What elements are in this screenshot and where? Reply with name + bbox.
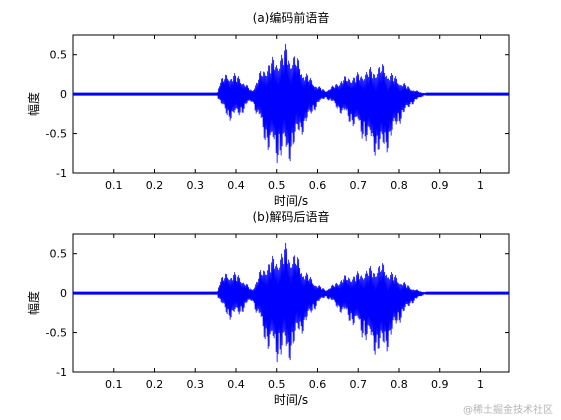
subplot-a: (a)编码前语音 0.1 0.2 0.3 0.4 0.5 0.6 0.7 0.8 0.9 1 -1 -0… <box>26 10 510 208</box>
x-axis-label: 时间/s <box>274 194 308 208</box>
y-tick-label: -0.5 <box>46 327 67 340</box>
x-tick-label: 0.7 <box>349 378 367 391</box>
subplot-b: (b)解码后语音 0.1 0.2 0.3 0.4 0.5 0.6 0.7 0.8 0.9 1 -1 -0… <box>26 209 510 407</box>
x-tick-label: 0.8 <box>390 179 408 192</box>
x-tick-label: 0.5 <box>268 378 286 391</box>
y-tick-label: -0.5 <box>46 128 67 141</box>
x-tick-label: 0.1 <box>105 378 123 391</box>
y-axis-label: 幅度 <box>26 92 41 116</box>
y-tick-label: 0 <box>60 88 67 101</box>
x-tick-label: 0.4 <box>227 179 245 192</box>
x-tick-label: 0.6 <box>309 378 327 391</box>
y-tick-label: 0 <box>60 287 67 300</box>
y-tick-label: 0.5 <box>50 248 68 261</box>
x-tick-label: 0.3 <box>186 378 204 391</box>
x-tick-label: 0.9 <box>431 179 449 192</box>
y-axis-label: 幅度 <box>26 291 41 315</box>
x-tick-label: 0.1 <box>105 179 123 192</box>
x-tick-label: 0.7 <box>349 179 367 192</box>
watermark: @稀土掘金技术社区 <box>463 405 553 416</box>
x-tick-label: 0.3 <box>186 179 204 192</box>
y-tick-label: 0.5 <box>50 49 68 62</box>
x-tick-label: 0.2 <box>146 179 164 192</box>
x-tick-label: 0.8 <box>390 378 408 391</box>
x-tick-label: 1 <box>477 179 484 192</box>
x-tick-label: 0.5 <box>268 179 286 192</box>
x-tick-label: 1 <box>477 378 484 391</box>
y-tick-label: -1 <box>56 167 67 180</box>
x-axis-label: 时间/s <box>274 393 308 407</box>
x-tick-label: 0.4 <box>227 378 245 391</box>
x-tick-label: 0.2 <box>146 378 164 391</box>
x-tick-label: 0.9 <box>431 378 449 391</box>
x-tick-label: 0.6 <box>309 179 327 192</box>
chart-title: (a)编码前语音 <box>253 10 330 25</box>
chart-title: (b)解码后语音 <box>253 209 330 224</box>
y-tick-label: -1 <box>56 366 67 379</box>
